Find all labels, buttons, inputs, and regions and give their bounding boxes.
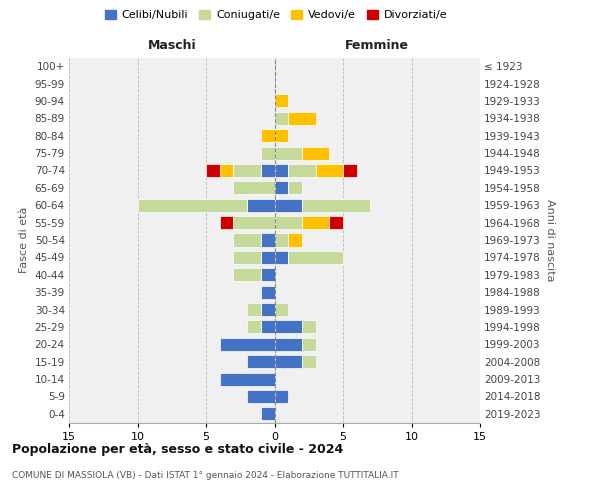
Bar bbox=[288, 234, 302, 246]
Bar bbox=[261, 251, 275, 264]
Bar bbox=[275, 129, 288, 142]
Bar bbox=[247, 390, 275, 403]
Bar bbox=[275, 320, 302, 334]
Bar bbox=[261, 146, 275, 160]
Text: Femmine: Femmine bbox=[345, 40, 409, 52]
Bar bbox=[275, 146, 302, 160]
Bar bbox=[288, 164, 316, 177]
Bar bbox=[247, 303, 261, 316]
Bar bbox=[302, 216, 329, 229]
Bar bbox=[247, 355, 275, 368]
Bar bbox=[233, 268, 261, 281]
Bar bbox=[261, 164, 275, 177]
Bar bbox=[233, 251, 261, 264]
Bar bbox=[288, 251, 343, 264]
Bar bbox=[233, 234, 261, 246]
Bar bbox=[261, 286, 275, 298]
Bar bbox=[275, 198, 302, 212]
Text: COMUNE DI MASSIOLA (VB) - Dati ISTAT 1° gennaio 2024 - Elaborazione TUTTITALIA.I: COMUNE DI MASSIOLA (VB) - Dati ISTAT 1° … bbox=[12, 471, 398, 480]
Bar bbox=[261, 320, 275, 334]
Bar bbox=[233, 164, 261, 177]
Bar bbox=[206, 164, 220, 177]
Bar bbox=[220, 372, 275, 386]
Bar bbox=[247, 198, 275, 212]
Bar bbox=[261, 129, 275, 142]
Bar bbox=[220, 164, 233, 177]
Bar bbox=[275, 234, 288, 246]
Bar bbox=[302, 320, 316, 334]
Bar bbox=[275, 355, 302, 368]
Bar bbox=[288, 112, 316, 125]
Bar bbox=[233, 182, 275, 194]
Bar bbox=[288, 182, 302, 194]
Bar bbox=[261, 234, 275, 246]
Bar bbox=[275, 251, 288, 264]
Bar bbox=[302, 355, 316, 368]
Bar bbox=[275, 112, 288, 125]
Bar bbox=[275, 164, 288, 177]
Bar bbox=[275, 338, 302, 351]
Y-axis label: Fasce di età: Fasce di età bbox=[19, 207, 29, 273]
Bar bbox=[275, 182, 288, 194]
Text: Maschi: Maschi bbox=[148, 40, 196, 52]
Bar bbox=[275, 216, 302, 229]
Bar bbox=[329, 216, 343, 229]
Legend: Celibi/Nubili, Coniugati/e, Vedovi/e, Divorziati/e: Celibi/Nubili, Coniugati/e, Vedovi/e, Di… bbox=[100, 6, 452, 25]
Bar bbox=[261, 408, 275, 420]
Bar bbox=[302, 198, 370, 212]
Bar bbox=[220, 216, 233, 229]
Bar bbox=[233, 216, 275, 229]
Text: Popolazione per età, sesso e stato civile - 2024: Popolazione per età, sesso e stato civil… bbox=[12, 442, 343, 456]
Bar bbox=[261, 268, 275, 281]
Bar bbox=[275, 94, 288, 108]
Bar bbox=[247, 320, 261, 334]
Bar bbox=[137, 198, 247, 212]
Bar bbox=[302, 338, 316, 351]
Bar bbox=[261, 303, 275, 316]
Y-axis label: Anni di nascita: Anni di nascita bbox=[545, 198, 555, 281]
Bar bbox=[302, 146, 329, 160]
Bar bbox=[343, 164, 356, 177]
Bar bbox=[220, 338, 275, 351]
Bar bbox=[275, 390, 288, 403]
Bar bbox=[316, 164, 343, 177]
Bar bbox=[275, 303, 288, 316]
